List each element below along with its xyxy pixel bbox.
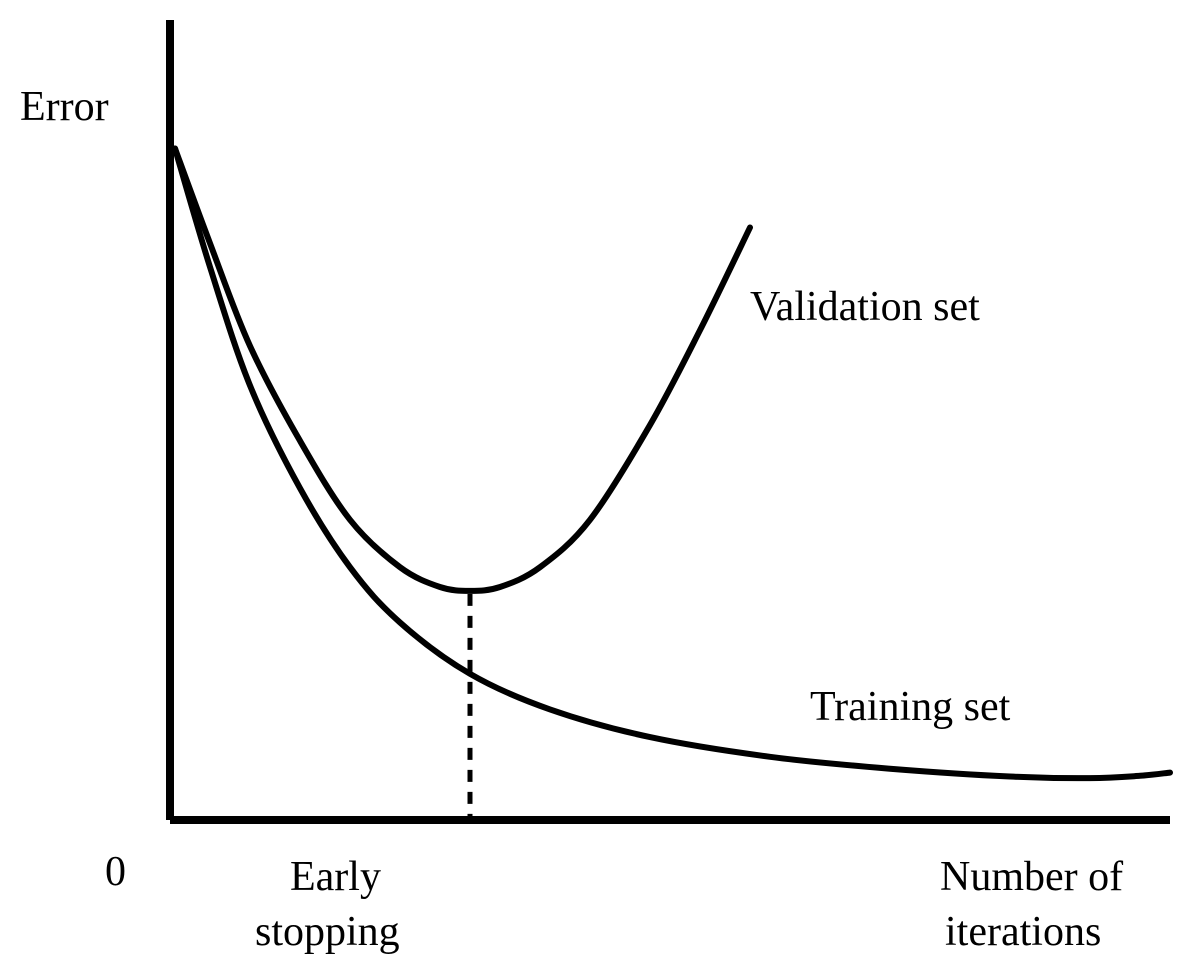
training-curve-label: Training set xyxy=(810,684,1011,730)
early-stopping-label-line2: stopping xyxy=(255,909,400,955)
x-axis-end-label-line1: Number of xyxy=(940,854,1123,900)
origin-label: 0 xyxy=(105,849,126,895)
early-stopping-chart: Error 0 Early stopping Number of iterations Va… xyxy=(0,0,1200,972)
chart-svg: Error 0 Early stopping Number of iterations Va… xyxy=(0,0,1200,972)
validation-curve-label: Validation set xyxy=(750,284,980,330)
y-axis-label: Error xyxy=(20,84,109,130)
chart-background xyxy=(0,0,1200,972)
x-axis-end-label-line2: iterations xyxy=(945,909,1101,955)
early-stopping-label-line1: Early xyxy=(290,854,381,900)
